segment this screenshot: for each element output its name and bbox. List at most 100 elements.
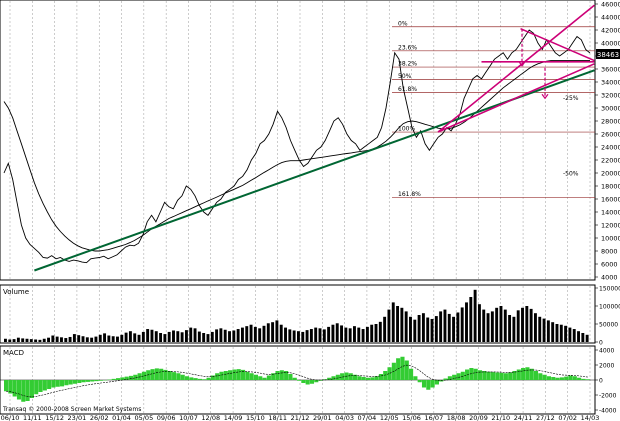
volume-bar (8, 339, 12, 342)
macd-bar (490, 372, 496, 380)
macd-bar (38, 380, 43, 392)
macd-bar (387, 367, 392, 380)
price-tick-label: 24000 (601, 144, 620, 152)
macd-bar (542, 374, 547, 380)
macd-bar (305, 380, 310, 385)
macd-bar (180, 374, 185, 380)
volume-bar (404, 311, 408, 342)
volume-bar (327, 326, 331, 342)
macd-bar (348, 373, 353, 380)
macd-bar (184, 376, 190, 380)
macd-bar (271, 373, 276, 380)
macd-bar (163, 369, 168, 380)
volume-bar (150, 329, 154, 342)
macd-bar (533, 371, 539, 380)
volume-bar (253, 326, 257, 342)
volume-bar (542, 318, 546, 342)
volume-bar (210, 331, 214, 342)
volume-bar (206, 334, 210, 342)
volume-bar (413, 319, 417, 342)
macd-bar (133, 374, 138, 380)
macd-bar (365, 377, 371, 380)
macd-bar (210, 375, 215, 380)
volume-bar (111, 336, 115, 342)
price-tick-label: 12000 (601, 222, 620, 230)
annotation-label: -50% (563, 171, 579, 178)
macd-bar (460, 371, 465, 380)
target-arrow-head (541, 93, 549, 100)
volume-bar (318, 328, 322, 342)
macd-bar (297, 380, 302, 381)
volume-bar (473, 289, 477, 342)
macd-bar (512, 371, 517, 380)
macd-bar (16, 380, 22, 400)
volume-bar (525, 306, 529, 342)
volume-bar (365, 326, 369, 342)
macd-bar (555, 377, 560, 380)
volume-axis: 150000 100000 50000 0 (595, 286, 620, 347)
macd-bar (581, 378, 586, 380)
last-value-label: 38463 (597, 51, 619, 59)
price-tick-label: 46000 (601, 1, 620, 9)
volume-bar (184, 330, 188, 342)
volume-bar (21, 338, 25, 342)
date-label: 14/09 (224, 414, 243, 421)
macd-bar (508, 372, 513, 380)
date-axis: 06/10 11/11 15/12 23/01 26/02 01/04 05/05 09/06… (1, 414, 600, 421)
volume-bar (486, 313, 490, 342)
date-label: 07/02 (558, 414, 577, 421)
target-arrow-head (518, 61, 526, 67)
volume-bar (503, 309, 507, 342)
macd-bar (266, 375, 271, 380)
macd-bar (124, 376, 129, 380)
macd-bar (98, 380, 103, 381)
volume-bar (322, 329, 326, 342)
macd-bar (292, 377, 297, 380)
price-tick-label: 28000 (601, 118, 620, 126)
macd-tick-label: -2000 (599, 393, 617, 400)
macd-bar (12, 380, 17, 397)
volume-bar (249, 324, 253, 342)
volume-bar (64, 338, 68, 342)
macd-bar (116, 378, 121, 380)
volume-bar (172, 330, 175, 342)
price-tick-label: 32000 (601, 92, 620, 100)
volume-bar (400, 307, 404, 342)
macd-bar (25, 380, 30, 401)
macd-bar (340, 373, 345, 380)
fib-level-label: 38.2% (398, 61, 417, 68)
date-label: 12/08 (201, 414, 220, 421)
fib-level-label: 23.6% (398, 44, 417, 51)
volume-bar (551, 322, 555, 342)
macd-bar (284, 371, 289, 380)
volume-bar (47, 337, 50, 342)
price-tick-label: 26000 (601, 131, 620, 139)
macd-tick-label: 4000 (599, 348, 614, 355)
volume-bar (72, 334, 76, 342)
price-tick-label: 4000 (601, 274, 618, 282)
date-label: 15/10 (246, 414, 265, 421)
volume-bar (55, 336, 59, 342)
volume-bar (546, 320, 550, 342)
volume-bar (137, 334, 141, 342)
macd-tick-label: 0 (599, 378, 603, 385)
macd-bar (538, 373, 543, 380)
volume-tick-label: 0 (599, 340, 603, 347)
macd-bar (85, 380, 90, 382)
volume-bar (12, 339, 16, 342)
macd-bar (4, 380, 9, 392)
volume-bar (512, 316, 516, 342)
volume-bar (387, 309, 391, 342)
macd-axis: 4000 2000 0 -2000 -4000 (595, 348, 617, 415)
last-value-badge: 38463 (596, 49, 620, 59)
macd-bar (64, 380, 69, 386)
volume-bar (103, 333, 107, 342)
date-label: 04/03 (335, 414, 354, 421)
price-tick-label: 18000 (601, 183, 620, 191)
volume-bar (577, 331, 580, 342)
volume-bar (314, 327, 318, 342)
volume-bar (29, 339, 33, 342)
volume-bar (361, 329, 365, 342)
fib-level-label: 161.8% (398, 191, 421, 198)
copyright-label: Transaq © 2000-2008 Screen Market System… (2, 406, 141, 413)
